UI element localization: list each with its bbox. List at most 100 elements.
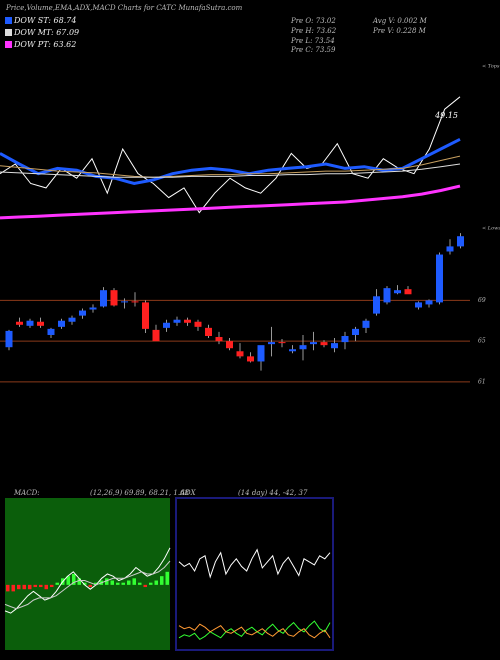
info-text: Pre C: 73.59 <box>290 46 336 54</box>
candle-body <box>37 321 44 326</box>
candle-body <box>205 327 212 336</box>
candle-body <box>436 254 443 303</box>
candle-body <box>373 296 380 314</box>
candle-body <box>142 302 149 329</box>
candle-body <box>121 301 128 303</box>
panel-params: (12,26,9) 69.89, 68.21, 1.68 <box>90 489 190 497</box>
histogram-bar <box>94 582 98 585</box>
candle-body <box>5 330 13 348</box>
histogram-bar <box>50 584 54 588</box>
legend-swatch <box>5 41 12 48</box>
candle-body <box>184 319 191 323</box>
info-text: Pre L: 73.54 <box>290 37 335 45</box>
annotation: < Tops <box>482 64 500 70</box>
panel-label: MACD: <box>13 489 40 497</box>
candle-body <box>289 349 296 352</box>
candle-body <box>16 321 23 325</box>
candle-body <box>268 342 275 345</box>
y-tick-label: 65 <box>478 338 486 345</box>
histogram-bar <box>121 582 125 585</box>
candle-body <box>310 342 317 345</box>
series-line <box>0 96 461 214</box>
candle-body <box>131 301 139 303</box>
candle-body <box>457 236 464 247</box>
candle-body <box>100 290 107 307</box>
candle-body <box>394 290 401 294</box>
candle-body <box>425 300 433 305</box>
y-tick-label: 69 <box>478 297 486 304</box>
info-text: Pre H: 73.62 <box>290 27 337 35</box>
histogram-bar <box>83 582 87 585</box>
histogram-bar <box>132 578 136 585</box>
histogram-bar <box>138 582 142 585</box>
panel <box>5 498 170 650</box>
candle-body <box>446 246 454 252</box>
candle-body <box>236 351 244 357</box>
candle-body <box>257 345 265 362</box>
candle-body <box>163 322 170 328</box>
page-title: Price,Volume,EMA,ADX,MACD Charts for CAT… <box>5 4 243 12</box>
legend-label: DOW MT: 67.09 <box>13 28 79 37</box>
histogram-bar <box>11 584 15 592</box>
histogram-bar <box>160 576 164 585</box>
candle-body <box>362 320 370 328</box>
legend-swatch <box>5 17 12 24</box>
candle-body <box>173 319 181 323</box>
candle-body <box>320 342 328 346</box>
candle-body <box>278 342 286 344</box>
histogram-bar <box>154 580 158 585</box>
candle-body <box>58 320 65 327</box>
histogram-bar <box>88 584 92 588</box>
candle-body <box>341 336 349 343</box>
legend-swatch <box>5 29 12 36</box>
series-line <box>0 137 461 186</box>
volume-text: Pre V: 0.228 M <box>372 27 427 35</box>
histogram-bar <box>39 584 43 588</box>
histogram-bar <box>77 578 81 585</box>
volume-text: Avg V: 0.002 M <box>372 17 428 25</box>
histogram-bar <box>110 580 114 585</box>
candle-body <box>152 329 160 342</box>
histogram-bar <box>44 584 48 590</box>
candle-body <box>215 337 223 342</box>
series-line <box>178 623 331 639</box>
candle-body <box>110 290 118 306</box>
panel <box>175 497 334 651</box>
legend-label: DOW PT: 63.62 <box>13 40 76 49</box>
histogram-bar <box>28 584 32 590</box>
series-line <box>0 163 461 178</box>
candle-body <box>226 341 233 349</box>
candle-body <box>331 343 338 349</box>
series-line <box>178 548 331 579</box>
legend-label: DOW ST: 68.74 <box>13 16 76 25</box>
candle-body <box>404 289 412 295</box>
candle-body <box>383 288 391 303</box>
annotation: < Lows <box>482 226 500 232</box>
histogram-bar <box>17 584 21 590</box>
series-line <box>0 184 461 220</box>
histogram-bar <box>127 580 131 585</box>
histogram-bar <box>165 571 169 585</box>
histogram-bar <box>33 584 37 588</box>
candle-body <box>47 328 55 335</box>
candle-body <box>352 328 359 335</box>
histogram-bar <box>72 574 76 585</box>
candle-body <box>26 320 34 326</box>
histogram-bar <box>22 584 26 590</box>
histogram-bar <box>143 584 147 588</box>
panel-params: (14 day) 44, -42, 37 <box>238 489 308 497</box>
series-line <box>178 620 331 641</box>
panel-label: ADX <box>179 489 197 497</box>
annotation: 49.15 <box>434 111 458 120</box>
info-text: Pre O: 73.02 <box>290 17 336 25</box>
histogram-bar <box>105 578 109 585</box>
histogram-bar <box>55 582 59 585</box>
histogram-bar <box>6 584 10 592</box>
candle-body <box>299 345 307 350</box>
histogram-bar <box>116 582 120 585</box>
candle-body <box>194 321 202 327</box>
series-line <box>0 155 461 178</box>
candle-body <box>79 310 86 316</box>
